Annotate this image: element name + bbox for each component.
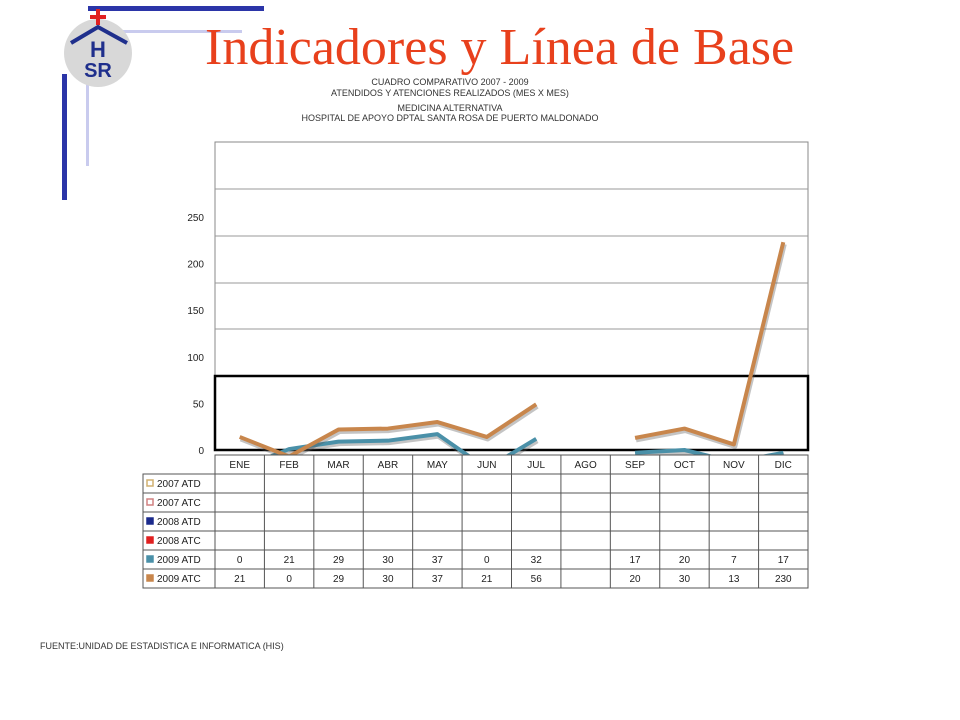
- y-tick-label: 100: [187, 353, 204, 364]
- chart-title-line-1: CUADRO COMPARATIVO 2007 - 2009: [371, 77, 529, 87]
- legend-label: 2008 ATC: [157, 536, 201, 547]
- y-tick-label: 0: [198, 446, 204, 457]
- category-label: NOV: [723, 460, 745, 471]
- category-label: JUL: [527, 460, 545, 471]
- table-cell: 17: [778, 555, 790, 566]
- legend-marker: [146, 517, 154, 525]
- category-label: DIC: [775, 460, 792, 471]
- source-note: FUENTE:UNIDAD DE ESTADISTICA E INFORMATI…: [40, 641, 284, 651]
- table-cell: 21: [234, 574, 246, 585]
- deco-line-lavender-v: [86, 74, 89, 166]
- category-label: MAR: [327, 460, 349, 471]
- legend-label: 2009 ATD: [157, 555, 201, 566]
- legend-label: 2009 ATC: [157, 574, 201, 585]
- category-label: JUN: [477, 460, 496, 471]
- category-label: ABR: [378, 460, 399, 471]
- legend-label: 2007 ATD: [157, 479, 201, 490]
- table-cell: 13: [728, 574, 740, 585]
- table-cell: 0: [286, 574, 292, 585]
- deco-line-top: [88, 6, 264, 11]
- legend-marker: [146, 555, 154, 563]
- table-cell: 21: [284, 555, 296, 566]
- plot-area: [214, 141, 809, 451]
- table-cell: 32: [531, 555, 543, 566]
- legend-label: 2008 ATD: [157, 517, 201, 528]
- legend-marker: [146, 536, 154, 544]
- category-label: ENE: [229, 460, 250, 471]
- y-tick-label: 250: [187, 213, 204, 224]
- chart-title-line-3: MEDICINA ALTERNATIVA: [397, 103, 503, 113]
- chart-title-line-2: ATENDIDOS Y ATENCIONES REALIZADOS (MES X…: [331, 88, 569, 98]
- baseline-box: [213, 374, 810, 452]
- category-label: FEB: [279, 460, 299, 471]
- table-cell: 37: [432, 574, 444, 585]
- table-cell: 29: [333, 555, 345, 566]
- legend-marker: [146, 498, 154, 506]
- y-tick-label: 150: [187, 306, 204, 317]
- deco-line-left: [62, 74, 67, 200]
- table-cell: 30: [382, 555, 394, 566]
- table-cell: 29: [333, 574, 345, 585]
- table-cell: 230: [775, 574, 792, 585]
- table-cell: 21: [481, 574, 493, 585]
- category-label: OCT: [674, 460, 695, 471]
- category-label: MAY: [427, 460, 448, 471]
- table-cell: 20: [679, 555, 691, 566]
- slide-title: Indicadores y Línea de Base: [205, 19, 795, 76]
- legend-label: 2007 ATC: [157, 498, 201, 509]
- logo-letters-top: H: [90, 37, 106, 62]
- series-line-2009-atc: [634, 241, 786, 447]
- category-label: SEP: [625, 460, 645, 471]
- table-cell: 37: [432, 555, 444, 566]
- table-cell: 30: [382, 574, 394, 585]
- deco-line-lavender-h: [112, 30, 242, 33]
- logo-letters-bottom: SR: [84, 60, 112, 82]
- legend-marker: [146, 479, 154, 487]
- table-cell: 56: [531, 574, 543, 585]
- y-tick-label: 50: [193, 399, 205, 410]
- y-tick-label: 200: [187, 260, 204, 271]
- legend-marker: [146, 574, 154, 582]
- table-cell: 17: [629, 555, 641, 566]
- table-cell: 30: [679, 574, 691, 585]
- hospital-logo: H SR: [64, 9, 132, 87]
- table-cell: 0: [484, 555, 490, 566]
- table-cell: 20: [629, 574, 641, 585]
- table-cell: 0: [237, 555, 243, 566]
- category-label: AGO: [575, 460, 597, 471]
- table-cell: 7: [731, 555, 737, 566]
- chart-title-line-4: HOSPITAL DE APOYO DPTAL SANTA ROSA DE PU…: [301, 113, 599, 123]
